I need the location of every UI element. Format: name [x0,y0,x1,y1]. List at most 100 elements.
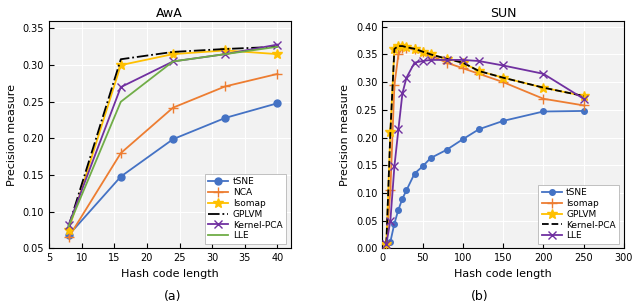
GPLVM [580,94,588,98]
LLE [459,58,467,62]
NCA [117,151,125,155]
X-axis label: Hash code length: Hash code length [454,269,552,279]
tSNE [221,116,229,120]
GPLVM [387,130,394,134]
Line: tSNE: tSNE [383,108,586,247]
LLE [274,45,282,48]
LLE [390,165,398,168]
Kernel-PCA [580,94,588,98]
Text: (b): (b) [471,290,489,303]
Title: AwA: AwA [156,7,183,20]
LLE [221,52,229,56]
Line: Kernel-PCA: Kernel-PCA [65,40,282,229]
LLE [475,59,483,63]
tSNE [395,208,403,211]
NCA [169,106,177,109]
LLE [419,59,426,63]
Isomap [427,54,435,57]
Kernel-PCA [65,223,72,227]
X-axis label: Hash code length: Hash code length [121,269,219,279]
GPLVM [390,47,398,51]
Title: SUN: SUN [490,7,516,20]
Legend: tSNE, Isomap, GPLVM, Kernel-PCA, LLE: tSNE, Isomap, GPLVM, Kernel-PCA, LLE [538,185,620,244]
Isomap [475,72,483,76]
Kernel-PCA [387,130,394,134]
NCA [274,72,282,76]
Isomap [459,66,467,70]
tSNE [65,233,72,237]
Kernel-PCA [411,47,419,51]
Kernel-PCA [117,85,125,89]
GPLVM [221,47,229,51]
Kernel-PCA [443,57,451,61]
Isomap [403,46,410,50]
Isomap [395,52,403,56]
Isomap [117,63,125,67]
Isomap [383,242,390,246]
GPLVM [427,52,435,56]
Kernel-PCA [274,43,282,46]
Y-axis label: Precision measure: Precision measure [7,84,17,186]
Isomap [411,47,419,51]
Kernel-PCA [499,76,507,79]
tSNE [117,175,125,178]
LLE [540,72,547,76]
tSNE [427,156,435,160]
Kernel-PCA [399,44,406,48]
GPLVM [540,86,547,89]
Line: NCA: NCA [64,69,282,242]
tSNE [499,119,507,123]
LLE [395,128,403,131]
Kernel-PCA [221,52,229,56]
tSNE [443,148,451,152]
Kernel-PCA [383,242,390,246]
GPLVM [403,45,410,49]
GPLVM [399,44,406,48]
LLE [499,64,507,67]
Line: GPLVM: GPLVM [381,41,588,249]
LLE [169,60,177,63]
Isomap [580,104,588,107]
tSNE [399,197,406,200]
Kernel-PCA [169,60,177,63]
Kernel-PCA [427,52,435,56]
Kernel-PCA [419,50,426,53]
LLE [117,100,125,104]
LLE [580,97,588,101]
Line: Kernel-PCA: Kernel-PCA [387,46,584,244]
GPLVM [443,57,451,61]
LLE [399,92,406,95]
Isomap [443,61,451,65]
Line: GPLVM: GPLVM [68,47,278,226]
Kernel-PCA [390,47,398,51]
tSNE [475,128,483,131]
Line: tSNE: tSNE [65,100,281,239]
tSNE [274,102,282,105]
GPLVM [475,69,483,73]
LLE [387,219,394,222]
tSNE [169,137,177,141]
Isomap [274,52,282,56]
GPLVM [499,76,507,79]
LLE [403,76,410,79]
LLE [65,225,72,228]
Isomap [399,46,406,50]
tSNE [411,172,419,175]
GPLVM [411,47,419,51]
GPLVM [395,44,403,48]
tSNE [383,242,390,246]
Kernel-PCA [475,69,483,73]
Isomap [499,80,507,84]
LLE [443,58,451,62]
tSNE [540,110,547,113]
Kernel-PCA [459,61,467,65]
Kernel-PCA [395,44,403,48]
tSNE [387,240,394,244]
Line: LLE: LLE [68,47,278,226]
tSNE [390,222,398,225]
LLE [427,58,435,62]
Isomap [540,97,547,101]
Line: LLE: LLE [382,56,588,248]
GPLVM [169,50,177,54]
GPLVM [419,50,426,53]
